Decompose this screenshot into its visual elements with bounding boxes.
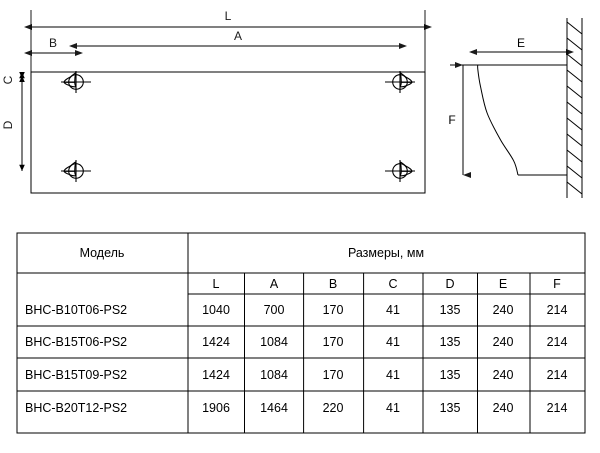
svg-text:1084: 1084 [260,335,288,349]
svg-text:C: C [1,75,15,84]
svg-text:170: 170 [323,303,344,317]
svg-text:F: F [448,113,455,127]
svg-text:1424: 1424 [202,368,230,382]
svg-text:1424: 1424 [202,335,230,349]
svg-text:240: 240 [493,303,514,317]
svg-text:220: 220 [323,401,344,415]
svg-text:L: L [225,9,232,23]
svg-text:B: B [49,36,57,50]
svg-text:A: A [270,277,279,291]
svg-text:135: 135 [440,335,461,349]
svg-text:E: E [517,36,525,50]
svg-text:1464: 1464 [260,401,288,415]
svg-text:D: D [1,120,15,129]
svg-text:A: A [234,29,242,43]
svg-text:41: 41 [386,303,400,317]
svg-text:B: B [329,277,337,291]
svg-text:135: 135 [440,401,461,415]
svg-text:700: 700 [264,303,285,317]
svg-text:Модель: Модель [80,246,125,260]
svg-text:214: 214 [547,303,568,317]
svg-text:Размеры, мм: Размеры, мм [348,246,424,260]
svg-text:D: D [445,277,454,291]
svg-text:240: 240 [493,368,514,382]
svg-text:BHC-B10T06-PS2: BHC-B10T06-PS2 [25,303,127,317]
svg-text:135: 135 [440,368,461,382]
svg-text:1906: 1906 [202,401,230,415]
svg-text:170: 170 [323,368,344,382]
svg-text:240: 240 [493,335,514,349]
svg-text:214: 214 [547,368,568,382]
svg-text:1040: 1040 [202,303,230,317]
svg-text:214: 214 [547,335,568,349]
svg-text:C: C [388,277,397,291]
svg-text:1084: 1084 [260,368,288,382]
svg-text:41: 41 [386,401,400,415]
svg-text:F: F [553,277,561,291]
svg-text:L: L [213,277,220,291]
svg-text:41: 41 [386,335,400,349]
svg-text:41: 41 [386,368,400,382]
svg-text:E: E [499,277,507,291]
svg-text:BHC-B15T06-PS2: BHC-B15T06-PS2 [25,335,127,349]
svg-text:135: 135 [440,303,461,317]
svg-text:240: 240 [493,401,514,415]
svg-text:BHC-B20T12-PS2: BHC-B20T12-PS2 [25,401,127,415]
svg-text:214: 214 [547,401,568,415]
svg-text:170: 170 [323,335,344,349]
svg-text:BHC-B15T09-PS2: BHC-B15T09-PS2 [25,368,127,382]
